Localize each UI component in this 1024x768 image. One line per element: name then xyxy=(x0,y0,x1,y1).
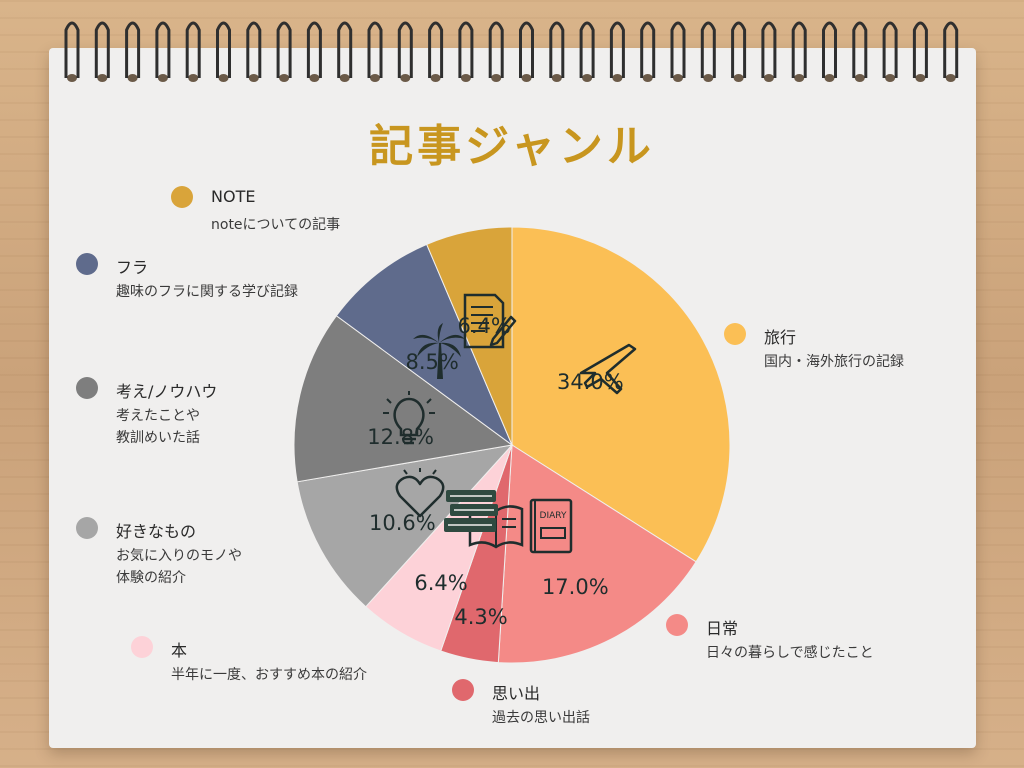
spiral-binding xyxy=(64,21,959,82)
legend-name: フラ xyxy=(116,258,149,277)
binding-ring xyxy=(216,21,231,82)
binding-ring xyxy=(822,21,837,82)
binding-ring xyxy=(700,21,716,82)
binding-ring xyxy=(155,21,171,82)
binding-ring xyxy=(640,21,656,82)
legend-name: 好きなもの xyxy=(116,522,197,541)
binding-ring xyxy=(185,21,201,82)
slice-percentage: 17.0% xyxy=(541,575,609,600)
binding-ring xyxy=(882,21,898,82)
binding-ring xyxy=(397,21,413,82)
binding-ring xyxy=(428,21,444,82)
airplane-icon xyxy=(577,339,637,403)
chart-title: 記事ジャンル xyxy=(369,121,655,172)
binding-ring xyxy=(731,21,747,82)
heart-icon xyxy=(390,466,450,530)
document-pen-icon xyxy=(457,291,517,355)
binding-ring xyxy=(943,21,959,82)
pie-slice xyxy=(335,243,514,447)
binding-ring xyxy=(579,21,595,82)
legend-description: 考えたことや 教訓めいた話 xyxy=(116,408,200,446)
legend-name: NOTE xyxy=(211,187,256,206)
legend-description: 半年に一度、おすすめ本の紹介 xyxy=(171,667,367,683)
legend-description: 国内・海外旅行の記録 xyxy=(764,354,904,370)
slice-percentage: 8.5% xyxy=(405,350,459,375)
binding-ring xyxy=(125,21,141,82)
binding-ring xyxy=(306,21,322,82)
binding-ring xyxy=(912,21,928,82)
binding-ring xyxy=(549,21,565,82)
binding-ring xyxy=(367,21,383,82)
slice-percentage: 10.6% xyxy=(368,511,436,536)
binding-ring xyxy=(761,21,777,82)
binding-ring xyxy=(670,21,686,82)
palm-tree-icon xyxy=(409,322,469,387)
legend-swatch xyxy=(131,636,153,658)
binding-ring xyxy=(791,21,807,82)
pie-slice xyxy=(296,444,514,608)
binding-ring xyxy=(609,21,625,82)
legend-swatch xyxy=(76,517,98,539)
legend-name: 日常 xyxy=(706,619,739,638)
legend-description: 過去の思い出話 xyxy=(492,710,590,726)
binding-ring xyxy=(458,21,474,82)
legend-description: 趣味のフラに関する学び記録 xyxy=(116,284,298,300)
binding-ring xyxy=(488,21,504,82)
binding-ring xyxy=(94,21,110,82)
slice-percentage: 4.3% xyxy=(454,605,508,630)
binding-ring xyxy=(64,21,80,82)
legend-swatch xyxy=(76,253,98,275)
lightbulb-icon xyxy=(379,390,439,455)
binding-ring xyxy=(276,21,292,82)
legend-name: 考え/ノウハウ xyxy=(116,382,218,401)
slice-percentage: 6.4% xyxy=(414,571,468,596)
diary-icon: DIARY xyxy=(523,496,583,560)
legend-swatch xyxy=(666,614,688,636)
legend-description: noteについての記事 xyxy=(211,217,341,233)
legend-swatch xyxy=(724,323,746,345)
legend-name: 旅行 xyxy=(764,328,797,347)
pie-slice xyxy=(511,226,731,563)
binding-ring xyxy=(519,21,534,82)
books-stack-icon xyxy=(442,482,502,546)
legend-name: 思い出 xyxy=(492,684,541,703)
legend-description: お気に入りのモノや 体験の紹介 xyxy=(116,548,242,586)
binding-ring xyxy=(337,21,353,82)
binding-ring xyxy=(246,21,262,82)
binding-ring xyxy=(852,21,868,82)
pie-slice xyxy=(293,315,514,483)
legend-swatch xyxy=(452,679,474,701)
pie-slice xyxy=(426,226,513,446)
legend-description: 日々の暮らしで感じたこと xyxy=(706,645,874,661)
svg-text:DIARY: DIARY xyxy=(540,511,567,521)
legend-swatch xyxy=(171,186,193,208)
legend-swatch xyxy=(76,377,98,399)
legend-name: 本 xyxy=(171,641,188,660)
